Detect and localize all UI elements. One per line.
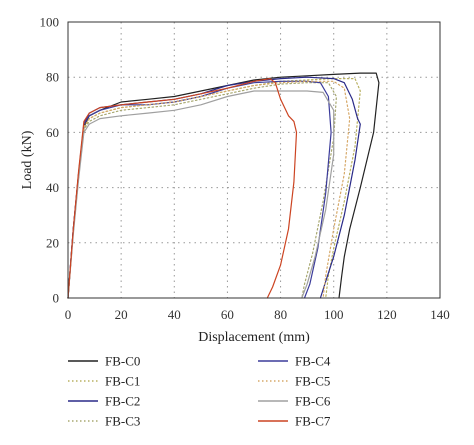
x-tick-label: 20 [115,307,128,322]
legend-item-fb-c4: FB-C4 [258,354,331,369]
y-axis-title: Load (kN) [20,130,35,189]
plot-frame [67,21,441,299]
legend-item-fb-c3: FB-C3 [68,414,140,429]
legend-label: FB-C7 [295,414,331,429]
legend: FB-C0 FB-C1 FB-C2 FB-C3 FB-C4 FB-C5 FB-C6 FB-C7 [68,354,331,429]
y-tick-label: 80 [46,70,59,85]
series-group [67,72,380,299]
series-line-fb-c4 [67,80,332,299]
y-tick-label: 40 [46,180,59,195]
legend-item-fb-c7: FB-C7 [258,414,331,429]
grid [68,22,440,298]
legend-item-fb-c1: FB-C1 [68,374,140,389]
x-tick-label: 100 [324,307,344,322]
legend-label: FB-C5 [295,374,330,389]
x-tick-label: 80 [274,307,287,322]
series-line-fb-c1 [67,77,361,299]
series-line-fb-c6 [67,90,335,299]
legend-label: FB-C6 [295,394,331,409]
x-tick-label: 40 [168,307,181,322]
x-tick-label: 0 [65,307,72,322]
x-tick-label: 60 [221,307,234,322]
legend-label: FB-C4 [295,354,331,369]
series-line-fb-c3 [67,82,337,299]
legend-label: FB-C0 [105,354,140,369]
y-tick-label: 20 [46,235,59,250]
x-tick-label: 120 [377,307,397,322]
legend-item-fb-c0: FB-C0 [68,354,140,369]
series-line-fb-c5 [67,80,351,299]
legend-item-fb-c2: FB-C2 [68,394,140,409]
legend-label: FB-C1 [105,374,140,389]
legend-label: FB-C3 [105,414,140,429]
legend-item-fb-c6: FB-C6 [258,394,331,409]
tick-labels: 0 20 40 60 80 100 120 140 0 20 40 60 80 100 [40,15,450,323]
y-tick-label: 0 [53,291,60,306]
legend-item-fb-c5: FB-C5 [258,374,330,389]
legend-label: FB-C2 [105,394,140,409]
series-line-fb-c7 [67,77,298,299]
y-tick-label: 60 [46,125,59,140]
y-tick-label: 100 [40,15,60,30]
x-axis-title: Displacement (mm) [198,330,310,345]
x-tick-label: 140 [430,307,450,322]
